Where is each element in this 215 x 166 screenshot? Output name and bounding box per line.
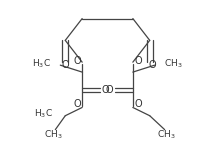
- Text: O: O: [73, 99, 81, 109]
- Text: CH$_3$: CH$_3$: [164, 57, 183, 70]
- Text: CH$_3$: CH$_3$: [157, 128, 176, 141]
- Text: O: O: [102, 85, 110, 95]
- Text: CH$_3$: CH$_3$: [44, 128, 63, 141]
- Text: O: O: [148, 60, 156, 71]
- Text: O: O: [134, 56, 142, 66]
- Text: O: O: [134, 99, 142, 109]
- Text: H$_3$C: H$_3$C: [32, 57, 51, 70]
- Text: O: O: [73, 56, 81, 66]
- Text: O: O: [105, 85, 113, 95]
- Text: O: O: [61, 60, 69, 71]
- Text: H$_3$C: H$_3$C: [34, 107, 52, 120]
